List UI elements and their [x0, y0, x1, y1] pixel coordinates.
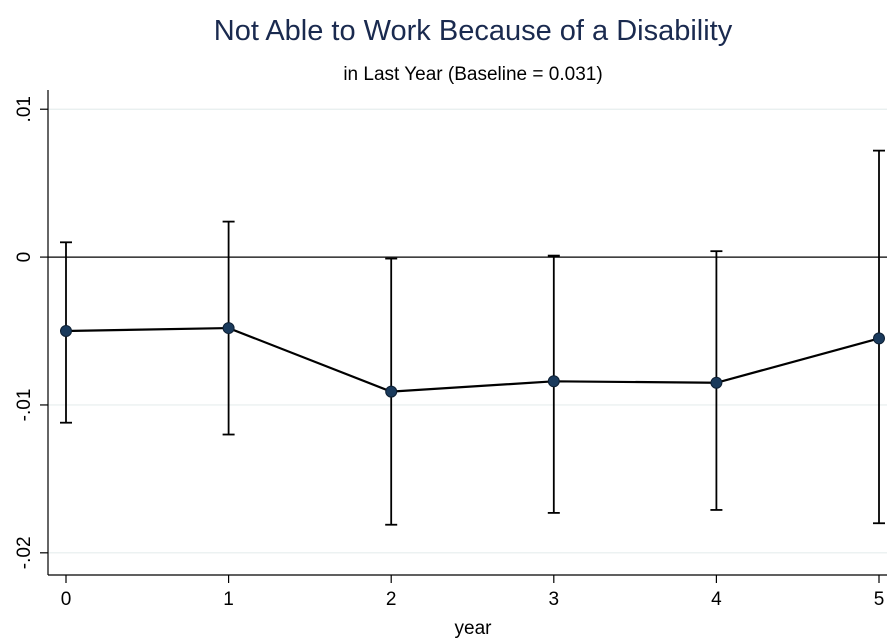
chart-title: Not Able to Work Because of a Disability [214, 15, 733, 47]
x-tick-label: 2 [386, 589, 397, 610]
x-tick-label: 5 [874, 589, 885, 610]
marker-layer [60, 322, 885, 398]
y-tick-label: 0 [14, 252, 35, 263]
y-tick-label: -.02 [14, 536, 35, 569]
x-tick-label: 3 [549, 589, 560, 610]
data-point [547, 375, 560, 388]
grid-layer [48, 108, 887, 554]
x-axis-label: year [455, 618, 493, 639]
x-tick-label: 4 [711, 589, 722, 610]
axis-layer: .01 0 -.01 -.02 0 1 2 3 4 5 [14, 90, 887, 610]
x-tick-label: 0 [61, 589, 72, 610]
data-point [222, 322, 235, 335]
data-point [60, 325, 72, 338]
errorbar-layer [60, 149, 885, 526]
data-point [385, 385, 398, 398]
data-point [710, 376, 723, 389]
line-layer [65, 326, 880, 393]
y-tick-label: -.01 [14, 389, 35, 422]
data-point [873, 332, 885, 345]
chart-subtitle: in Last Year (Baseline = 0.031) [343, 64, 602, 85]
x-tick-label: 1 [223, 589, 234, 610]
series-line [65, 326, 880, 393]
y-tick-label: .01 [14, 96, 35, 122]
